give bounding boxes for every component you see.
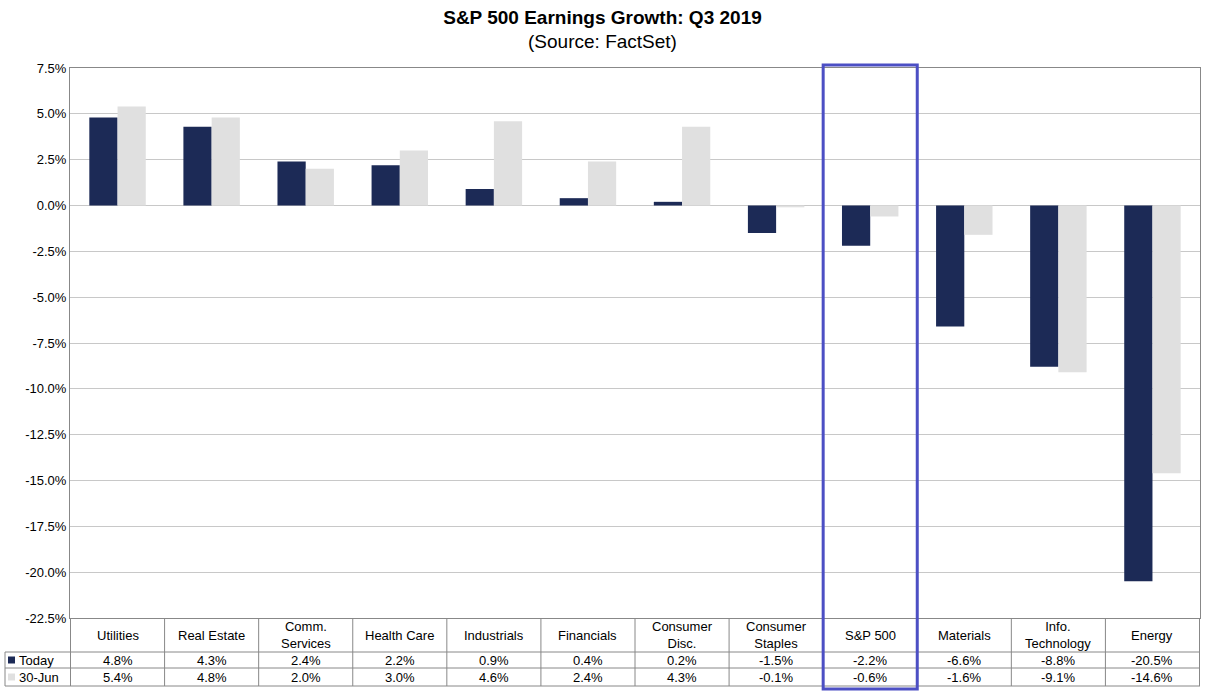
svg-text:-2.5%: -2.5% [32, 244, 66, 259]
svg-text:0.9%: 0.9% [479, 653, 509, 668]
svg-text:0.2%: 0.2% [667, 653, 697, 668]
svg-text:-1.6%: -1.6% [947, 670, 981, 685]
svg-text:Comm.Services: Comm.Services [281, 619, 331, 651]
svg-text:-17.5%: -17.5% [25, 519, 67, 534]
svg-text:2.2%: 2.2% [385, 653, 415, 668]
svg-text:0.4%: 0.4% [573, 653, 603, 668]
svg-text:S&P 500: S&P 500 [845, 628, 896, 643]
svg-text:Utilities: Utilities [97, 628, 139, 643]
svg-text:3.0%: 3.0% [385, 670, 415, 685]
svg-text:S&P 500 Earnings Growth: Q3 20: S&P 500 Earnings Growth: Q3 2019(Source:… [443, 7, 762, 53]
svg-text:Health Care: Health Care [365, 628, 434, 643]
svg-text:7.5%: 7.5% [37, 61, 67, 76]
svg-text:-20.0%: -20.0% [25, 565, 67, 580]
svg-text:2.4%: 2.4% [573, 670, 603, 685]
svg-text:Materials: Materials [938, 628, 991, 643]
svg-text:-0.6%: -0.6% [853, 670, 887, 685]
svg-text:Industrials: Industrials [464, 628, 524, 643]
svg-text:ConsumerStaples: ConsumerStaples [746, 619, 807, 651]
svg-text:2.4%: 2.4% [291, 653, 321, 668]
svg-text:5.0%: 5.0% [37, 106, 67, 121]
svg-text:-5.0%: -5.0% [32, 290, 66, 305]
svg-text:-22.5%: -22.5% [25, 611, 67, 626]
svg-text:4.8%: 4.8% [197, 670, 227, 685]
svg-text:-1.5%: -1.5% [759, 653, 793, 668]
svg-text:30-Jun: 30-Jun [19, 670, 59, 685]
svg-text:-8.8%: -8.8% [1041, 653, 1075, 668]
svg-text:-0.1%: -0.1% [759, 670, 793, 685]
svg-text:-20.5%: -20.5% [1131, 653, 1173, 668]
svg-text:-10.0%: -10.0% [25, 381, 67, 396]
svg-text:Today: Today [19, 653, 54, 668]
svg-text:2.0%: 2.0% [291, 670, 321, 685]
svg-text:Financials: Financials [558, 628, 617, 643]
svg-text:4.8%: 4.8% [103, 653, 133, 668]
svg-text:2.5%: 2.5% [37, 152, 67, 167]
svg-text:-7.5%: -7.5% [32, 336, 66, 351]
svg-text:5.4%: 5.4% [103, 670, 133, 685]
svg-text:4.3%: 4.3% [667, 670, 697, 685]
svg-text:Real Estate: Real Estate [178, 628, 245, 643]
svg-text:0.0%: 0.0% [37, 198, 67, 213]
svg-text:4.3%: 4.3% [197, 653, 227, 668]
svg-text:-2.2%: -2.2% [853, 653, 887, 668]
svg-text:-12.5%: -12.5% [25, 427, 67, 442]
svg-text:Energy: Energy [1131, 628, 1173, 643]
svg-text:ConsumerDisc.: ConsumerDisc. [652, 619, 713, 651]
svg-text:-9.1%: -9.1% [1041, 670, 1075, 685]
svg-text:-15.0%: -15.0% [25, 473, 67, 488]
svg-text:Info.Technology: Info.Technology [1025, 619, 1091, 651]
svg-text:-6.6%: -6.6% [947, 653, 981, 668]
svg-text:-14.6%: -14.6% [1131, 670, 1173, 685]
svg-text:4.6%: 4.6% [479, 670, 509, 685]
